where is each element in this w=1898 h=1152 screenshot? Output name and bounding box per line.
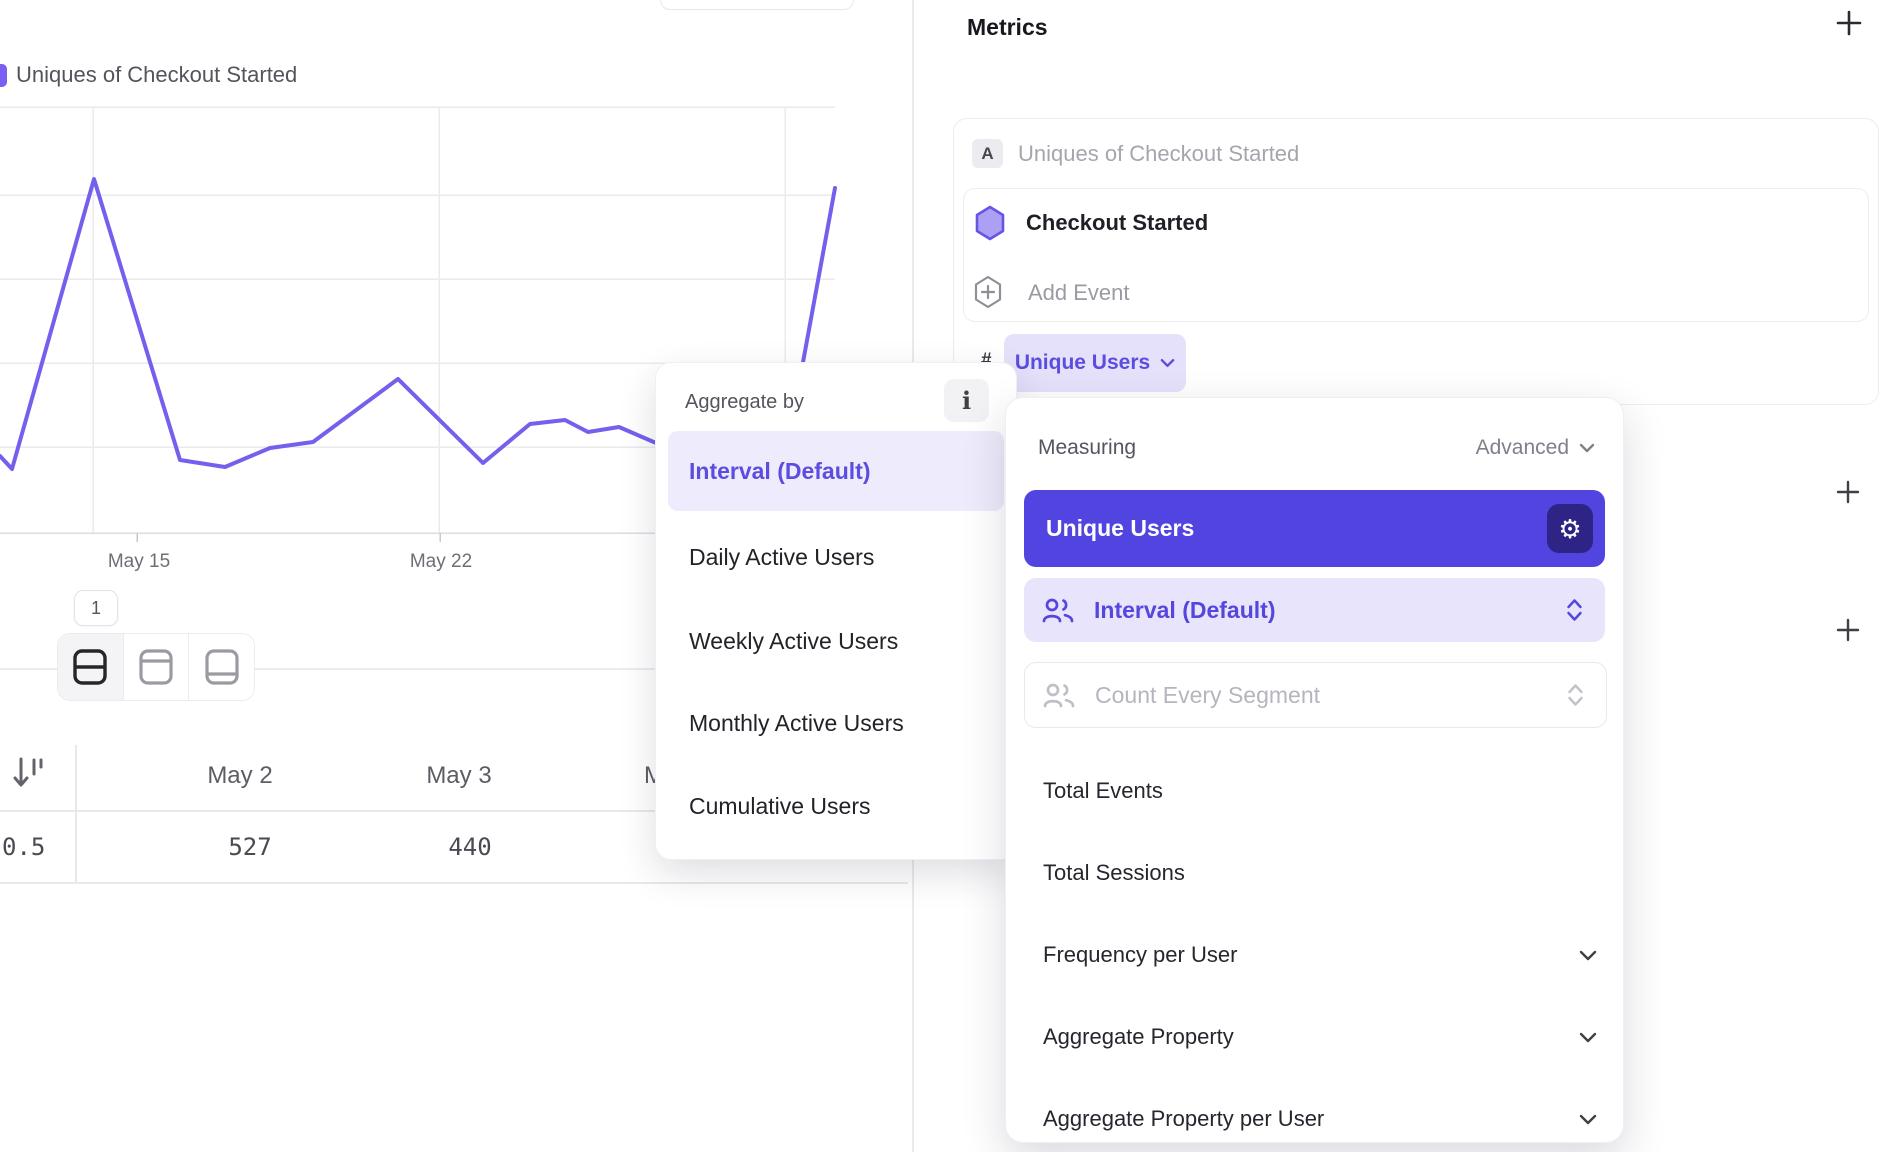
aggregate-option-cumulative[interactable]: Cumulative Users <box>689 792 871 819</box>
add-breakdown-icon[interactable] <box>1835 617 1861 643</box>
layout-table-only-button[interactable] <box>189 634 254 700</box>
unfold-icon-gray <box>1567 682 1584 708</box>
legend-label: Uniques of Checkout Started <box>16 62 298 87</box>
event-list-card <box>963 188 1869 322</box>
metric-letter-badge: A <box>972 139 1003 168</box>
info-icon[interactable]: i <box>944 379 989 422</box>
table-header-may3[interactable]: May 3 <box>426 762 492 789</box>
users-icon-gray <box>1043 682 1075 709</box>
add-event-hexagon-icon <box>974 275 1002 309</box>
measurement-prefix: # <box>981 350 992 371</box>
option-aggregate-property-per-user[interactable]: Aggregate Property per User <box>1043 1104 1324 1134</box>
aggregate-option-dau[interactable]: Daily Active Users <box>689 543 875 570</box>
unfold-icon <box>1566 597 1583 623</box>
segment-label: Count Every Segment <box>1095 681 1321 708</box>
legend-color-swatch <box>0 64 7 87</box>
aggregate-property-per-user-label: Aggregate Property per User <box>1043 1106 1325 1131</box>
aggregate-property-label: Aggregate Property <box>1043 1024 1234 1049</box>
option-aggregate-property[interactable]: Aggregate Property <box>1043 1022 1234 1052</box>
advanced-label: Advanced <box>1475 436 1569 459</box>
layout-split-button[interactable] <box>58 634 124 700</box>
chevron-down-icon <box>1579 950 1597 961</box>
table-column-divider <box>75 745 77 882</box>
chevron-down-icon <box>1579 1114 1597 1125</box>
series-count-badge[interactable]: 1 <box>74 590 118 626</box>
event-hexagon-icon <box>975 205 1005 241</box>
section-divider <box>0 668 908 670</box>
advanced-mode-selector[interactable]: Advanced <box>1476 436 1595 460</box>
add-metric-icon[interactable] <box>1836 10 1862 36</box>
x-axis-ticks <box>136 533 441 542</box>
metric-name-field[interactable]: Uniques of Checkout Started <box>1018 141 1300 166</box>
aggregate-option-mau[interactable]: Monthly Active Users <box>689 709 904 736</box>
metric-letter: A <box>981 143 994 163</box>
table-row-border <box>0 882 908 884</box>
aggregate-popup-title: Aggregate by <box>685 391 804 413</box>
gear-icon[interactable]: ⚙ <box>1547 504 1593 553</box>
panel-bottom-icon <box>205 649 239 685</box>
layout-toggle-group <box>57 633 255 701</box>
chart-legend-item[interactable]: Uniques of Checkout Started <box>16 62 297 88</box>
table-cell-may3: 440 <box>448 833 492 861</box>
aggregate-option-wau[interactable]: Weekly Active Users <box>689 627 899 654</box>
aggregate-option-interval[interactable]: Interval (Default) <box>689 457 871 484</box>
split-view-icon <box>73 649 108 685</box>
table-cell-may2: 527 <box>228 833 272 861</box>
table-header-may2[interactable]: May 2 <box>207 762 273 789</box>
sort-rows-icon[interactable] <box>12 753 46 793</box>
chevron-down-icon <box>1160 358 1175 368</box>
chevron-down-icon <box>1579 443 1595 453</box>
measuring-header: Measuring <box>1038 436 1137 459</box>
x-tick-label: May 15 <box>107 551 171 572</box>
option-total-sessions[interactable]: Total Sessions <box>1043 860 1185 885</box>
measurement-selector[interactable]: Unique Users <box>1004 334 1186 392</box>
selected-option-label: Unique Users <box>1046 515 1195 541</box>
x-tick-label: May 22 <box>409 551 473 572</box>
add-event-button[interactable]: Add Event <box>1028 280 1130 305</box>
panel-top-icon <box>139 649 173 685</box>
selected-item-highlight <box>668 431 1004 511</box>
aggregate-by-popup: Aggregate by i Interval (Default) Daily … <box>655 362 1017 860</box>
table-row-label: 0.5 <box>2 833 46 861</box>
option-frequency-per-user[interactable]: Frequency per User <box>1043 940 1237 970</box>
chevron-down-icon <box>1579 1032 1597 1043</box>
interval-selector-row[interactable]: Interval (Default) <box>1024 578 1605 642</box>
count-segment-selector-row[interactable]: Count Every Segment <box>1024 662 1607 728</box>
event-row[interactable]: Checkout Started <box>1026 210 1209 235</box>
option-total-events[interactable]: Total Events <box>1043 778 1163 803</box>
interval-label: Interval (Default) <box>1094 596 1276 623</box>
series-count-value: 1 <box>90 597 101 618</box>
frequency-label: Frequency per User <box>1043 942 1238 967</box>
info-glyph: i <box>961 386 972 415</box>
users-icon <box>1042 597 1074 624</box>
measuring-option-unique-users[interactable]: Unique Users ⚙ <box>1024 490 1605 567</box>
add-filter-icon[interactable] <box>1835 479 1861 505</box>
table-header-border <box>0 810 908 812</box>
measuring-popover: Measuring Advanced Unique Users ⚙ Interv… <box>1005 397 1624 1143</box>
layout-chart-only-button[interactable] <box>123 634 190 700</box>
measurement-label: Unique Users <box>1014 351 1151 374</box>
metrics-section-title: Metrics <box>967 14 1048 40</box>
